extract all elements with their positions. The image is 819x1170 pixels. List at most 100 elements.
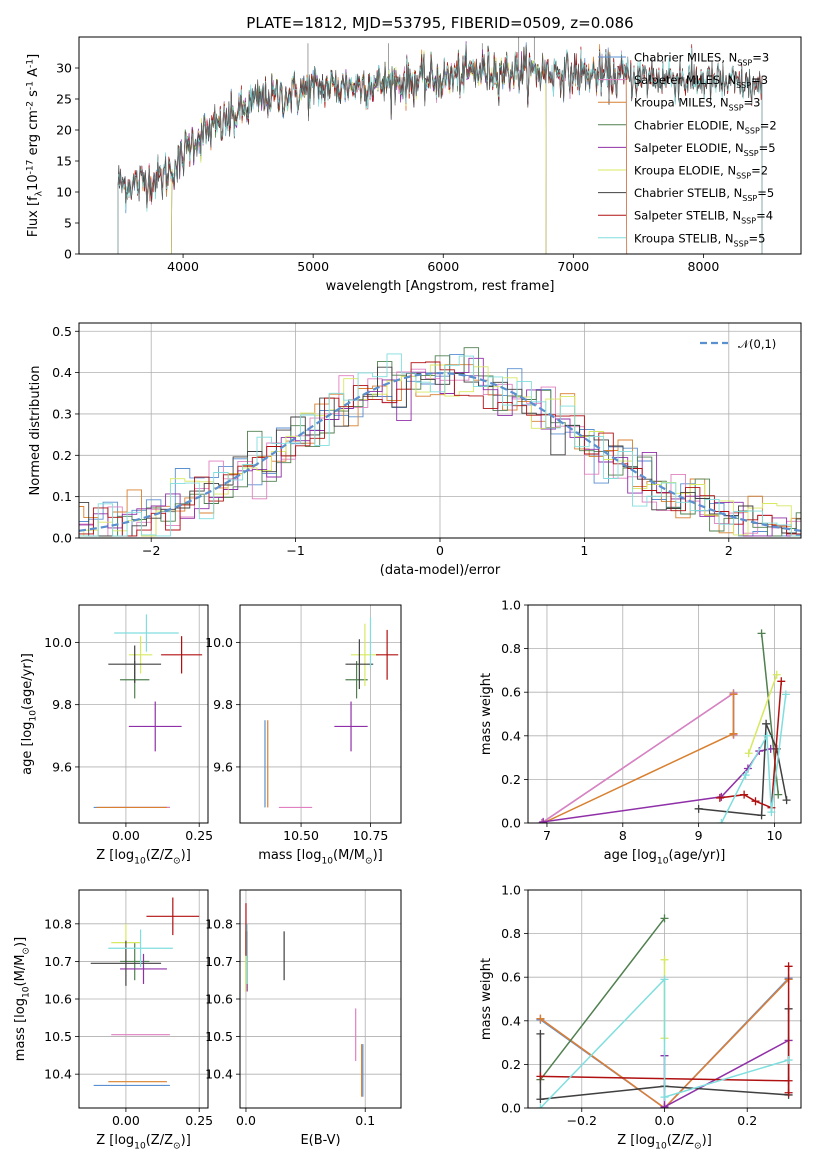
x-tick-label: 0.0 [236,1113,256,1128]
weight-point [536,1072,545,1081]
x-axis-label: Z [log10​(Z/Z⊙​)] [617,1133,712,1152]
weight-point [660,1093,669,1102]
y-tick-label: 0.5 [52,324,72,339]
weight-point [784,1076,793,1085]
x-tick-label: 2 [725,543,733,558]
y-axis-label: mass weight [479,673,494,755]
y-tick-label: 0.6 [501,970,521,985]
axes-spectrum: 4000 5000 6000 7000 8000 0 5 10 15 20 25 30 waveleng… [26,36,802,294]
y-tick-label: 0.3 [52,406,72,421]
x-tick-label: 0 [436,543,444,558]
axes-age-vs-Z: 0.00 0.25 9.6 9.8 10.0 Z [log10​(Z/Z⊙​)] age [… [20,604,213,867]
weight-line [539,978,790,1108]
x-tick-label: 10.50 [283,828,319,843]
legend-entry: Kroupa MILES, NSSP​=3 [634,96,760,113]
y-axis-label: mass [log10​(M/M⊙​)] [13,937,32,1061]
legend: Chabrier MILES, NSSP​=3 Salpeter MILES, N… [598,51,777,248]
y-tick-label: 0.2 [501,1057,521,1072]
weight-point [784,1056,793,1065]
plot-area [245,903,364,1097]
weight-point [762,719,771,728]
legend-entry: Salpeter ELODIE, NSSP​=5 [634,141,776,158]
y-tick-label: 9.8 [213,697,233,712]
weight-point [660,914,669,923]
y-tick-label: 10.6 [44,992,72,1007]
x-tick-label: −1 [286,543,304,558]
y-axis-label: Flux [fλ​10-17​ erg cm-2​ s-1​ A-1​] [26,54,45,237]
y-tick-label: 10.8 [205,916,233,931]
weight-line [539,917,666,1081]
legend-entry: Kroupa ELODIE, NSSP​=2 [634,164,768,181]
plot-area [79,347,801,537]
weight-point [660,1102,669,1108]
axes-frame [78,36,802,255]
weight-point [660,955,669,964]
y-tick-label: 0.2 [501,772,521,787]
x-tick-label: 10 [767,828,783,843]
legend-entry: Chabrier STELIB, NSSP​=5 [634,186,774,203]
weight-point [741,771,750,780]
y-tick-label: 0.8 [501,641,521,656]
plot-area [93,614,203,809]
y-tick-label: 9.6 [213,759,233,774]
spectrum-line [171,41,547,254]
y-tick-label: 10 [56,185,72,200]
histogram-step [79,366,801,537]
y-tick-label: 10.0 [205,635,233,650]
legend-entry: Salpeter STELIB, NSSP​=4 [634,209,773,226]
y-axis-label: Normed distribution [28,366,43,496]
x-axis-label: Z [log10​(Z/Z⊙​)] [96,1133,191,1152]
x-tick-label: 0.2 [737,1113,757,1128]
weight-line [542,694,735,823]
weight-point [660,975,669,984]
x-axis-label: E(B-V) [300,1133,340,1148]
x-tick-label: 4000 [167,259,199,274]
x-tick-label: 0.0 [655,1113,675,1128]
legend-entry: Chabrier ELODIE, NSSP​=2 [634,118,777,135]
plot-area [117,37,763,254]
weight-point [774,790,783,799]
weight-point [772,670,781,679]
x-tick-label: −2 [142,543,160,558]
axes-mass-vs-Z: 0.00 0.25 10.4 10.5 10.6 10.7 10.8 Z [log10​(Z/… [13,889,213,1152]
y-tick-label: 0.2 [52,448,72,463]
histogram-step [79,353,801,537]
x-axis-label: mass [log10​(M/M⊙​)] [258,848,382,867]
x-axis-label: wavelength [Angstrom, rest frame] [326,279,555,294]
x-tick-label: 9 [695,828,703,843]
y-tick-label: 5 [64,216,72,231]
x-axis-label: age [log10​(age/yr)] [604,848,726,867]
legend-entry: Kroupa STELIB, NSSP​=5 [634,231,765,248]
y-tick-label: 0.0 [52,531,72,546]
x-tick-label: 7000 [557,259,589,274]
weight-point [694,804,703,813]
x-tick-label: 5000 [297,259,329,274]
axes-frame [239,604,402,824]
x-axis-label: Z [log10​(Z/Z⊙​)] [96,848,191,867]
y-tick-label: 15 [56,154,72,169]
histogram-step [79,364,801,537]
x-tick-label: 6000 [427,259,459,274]
y-axis-label: age [log10​(age/yr)] [20,653,39,775]
weight-point [539,817,548,823]
y-tick-label: 1.0 [501,598,521,613]
axes-weight-vs-Z: −0.2 0.0 0.2 0.0 0.2 0.4 0.6 0.8 1.0 Z [log10​(Z/… [479,883,802,1152]
x-tick-label: 0.1 [355,1113,375,1128]
plot-area [90,897,200,1087]
y-tick-label: 0.4 [52,365,72,380]
x-tick-label: 0.25 [185,828,213,843]
weight-point [715,793,724,802]
weight-line [541,691,735,823]
x-tick-label: 0.25 [185,1113,213,1128]
plot-area [537,629,791,823]
histogram-step [79,347,801,537]
weight-point [744,749,753,758]
y-tick-label: 10.8 [44,916,72,931]
legend: 𝒩(0,1) [700,337,776,351]
y-tick-label: 30 [56,61,72,76]
y-tick-label: 20 [56,123,72,138]
y-tick-label: 10.5 [44,1029,72,1044]
y-tick-label: 1.0 [501,883,521,898]
y-tick-label: 0.6 [501,685,521,700]
